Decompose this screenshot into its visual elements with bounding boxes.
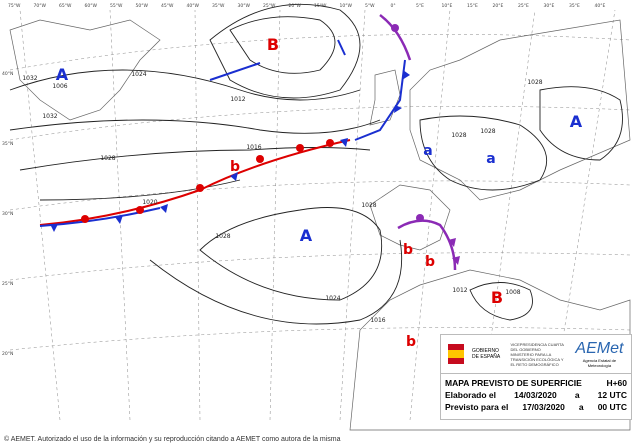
pressure-center: b [425, 254, 435, 270]
fronts [39, 14, 460, 271]
isobar-label: 1008 [505, 289, 520, 296]
coat-of-arms [448, 344, 464, 364]
isobar-label: 1032 [42, 113, 57, 120]
ministry: GOBIERNO DE ESPAÑA [472, 348, 501, 360]
pressure-center: B [491, 288, 503, 307]
legend-title-row: MAPA PREVISTO DE SUPERFICIE H+60 [441, 373, 631, 389]
legend-hour: H+60 [606, 378, 627, 388]
latitude-label: 35°N [2, 141, 13, 147]
legend-rows: Elaborado el 14/03/2020 a 12 UTC Previsto pa… [441, 389, 631, 413]
legend-cell: a [578, 402, 584, 412]
longitude-label: 65°W [59, 3, 72, 9]
isobar-label: 1012 [452, 287, 467, 294]
pressure-center: A [300, 226, 313, 245]
longitude-label: 25°E [518, 3, 529, 9]
legend-cell: 14/03/2020 [514, 390, 557, 400]
longitude-label: 60°W [85, 3, 98, 9]
legend-box: GOBIERNO DE ESPAÑA VICEPRESIDENCIA CUART… [440, 334, 632, 420]
longitude-label: 5°W [365, 3, 375, 9]
legend-row: Previsto para el 17/03/2020 a 00 UTC [441, 401, 631, 413]
legend-cell: 17/03/2020 [522, 402, 565, 412]
ministry-detail: VICEPRESIDENCIA CUARTA DEL GOBIERNO MINI… [510, 342, 565, 367]
longitude-label: 30°E [544, 3, 555, 9]
isobar-label: 1016 [370, 317, 385, 324]
isobar-label: 1024 [131, 71, 146, 78]
isobar-label: 1006 [52, 83, 67, 90]
isobars [9, 3, 623, 325]
longitude-label: 10°W [340, 3, 353, 9]
pressure-center: b [403, 242, 413, 258]
longitude-label: 35°E [569, 3, 580, 9]
agency-name: Agencia Estatal de Meteorología [582, 358, 617, 368]
longitude-label: 45°W [161, 3, 174, 9]
isobar-label: 1016 [246, 144, 261, 151]
longitude-label: 5°E [416, 3, 424, 9]
isobar-label: 1012 [230, 96, 245, 103]
pressure-center: a [486, 151, 495, 167]
isobar-label: 1028 [480, 128, 495, 135]
latitude-label: 40°N [2, 71, 13, 77]
longitude-label: 40°W [187, 3, 200, 9]
isobar-label: 1020 [142, 199, 157, 206]
longitude-label: 15°E [467, 3, 478, 9]
aemet-logo: AEMet Agencia Estatal de Meteorología [572, 340, 627, 368]
pressure-center: B [267, 35, 279, 54]
longitude-label: 70°W [34, 3, 47, 9]
legend-header: GOBIERNO DE ESPAÑA VICEPRESIDENCIA CUART… [441, 335, 631, 373]
isobar-label: 1028 [100, 155, 115, 162]
longitude-label: 10°E [442, 3, 453, 9]
latitude-label: 25°N [2, 281, 13, 287]
legend-cell: 00 UTC [597, 402, 627, 412]
longitude-label: 25°W [263, 3, 276, 9]
footer: © AEMET. Autorizado el uso de la informa… [4, 436, 341, 443]
logo-text: AEMet [575, 340, 624, 357]
graticule [9, 9, 631, 421]
longitude-label: 40°E [595, 3, 606, 9]
pressure-center: b [406, 334, 416, 350]
longitude-label: 15°W [314, 3, 327, 9]
ministry-detail-1: VICEPRESIDENCIA CUARTA DEL GOBIERNO [510, 341, 564, 352]
pressure-center: A [570, 112, 583, 131]
legend-row: Elaborado el 14/03/2020 a 12 UTC [441, 389, 631, 401]
isobar-label: 1028 [215, 233, 230, 240]
pressure-center: a [423, 143, 432, 159]
latitude-label: 20°N [2, 351, 13, 357]
isobar-label: 1028 [527, 79, 542, 86]
longitude-label: 50°W [136, 3, 149, 9]
legend-cell: 12 UTC [597, 390, 627, 400]
longitude-label: 30°W [238, 3, 251, 9]
isobar-label: 1032 [22, 75, 37, 82]
longitude-label: 20°W [289, 3, 302, 9]
latitude-label: 30°N [2, 211, 13, 217]
longitude-label: 35°W [212, 3, 225, 9]
legend-cell: Elaborado el [445, 390, 497, 400]
pressure-center: b [230, 159, 240, 175]
legend-cell: Previsto para el [445, 402, 509, 412]
longitude-label: 20°E [493, 3, 504, 9]
ministry-detail-2: MINISTERIO PARA LA TRANSICIÓN ECOLÓGICA … [510, 351, 564, 367]
isobar-label: 1024 [325, 295, 340, 302]
longitude-label: 0° [391, 3, 396, 9]
isobar-label: 1028 [361, 202, 376, 209]
longitude-label: 75°W [8, 3, 21, 9]
isobar-label: 1028 [451, 132, 466, 139]
longitude-label: 55°W [110, 3, 123, 9]
legend-cell: a [574, 390, 580, 400]
pressure-center: A [56, 65, 69, 84]
legend-title: MAPA PREVISTO DE SUPERFICIE [445, 378, 582, 388]
